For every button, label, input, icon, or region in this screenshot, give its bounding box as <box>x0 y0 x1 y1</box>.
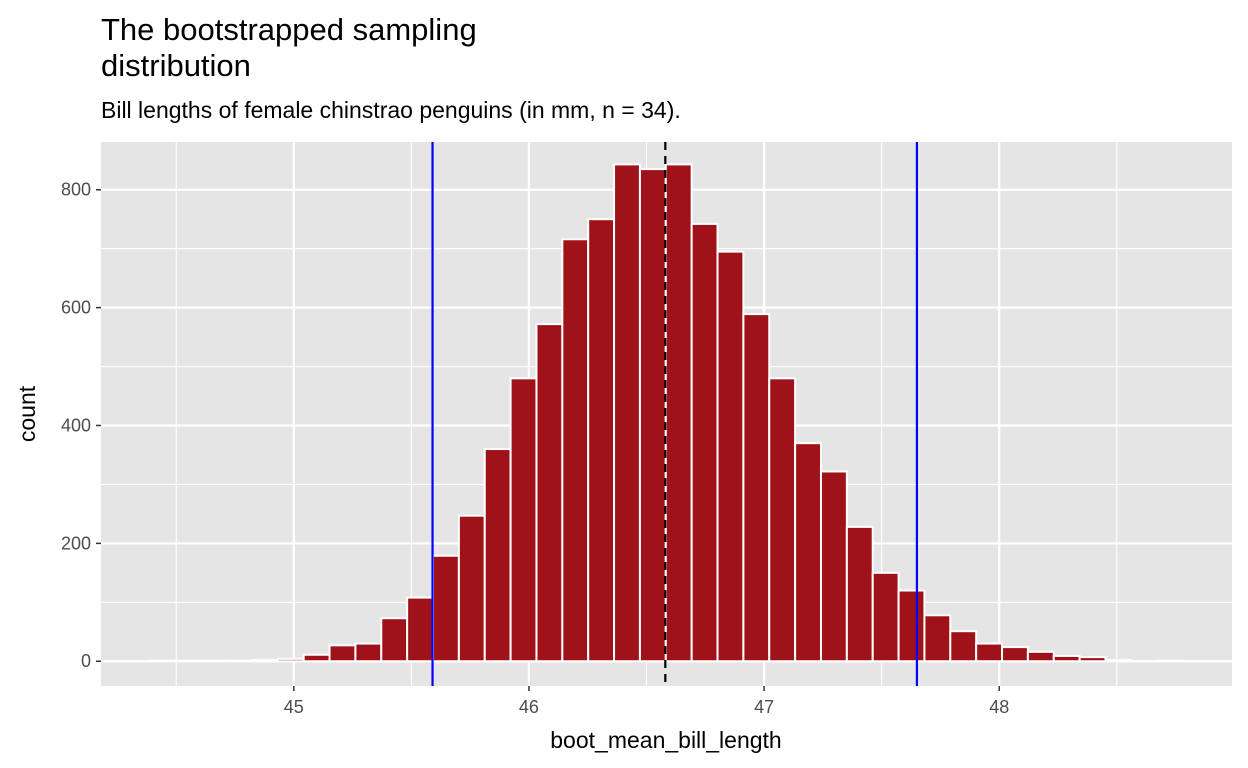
histogram-bar <box>302 653 331 663</box>
histogram-bar <box>768 377 797 663</box>
histogram-bar <box>897 589 926 663</box>
histogram-bar <box>354 642 383 663</box>
histogram-bar <box>716 250 745 663</box>
histogram-bar <box>535 323 564 663</box>
histogram-bar <box>613 163 641 663</box>
histogram-bar <box>225 659 253 663</box>
chart-subtitle: Bill lengths of female chinstrao penguin… <box>101 97 681 123</box>
x-axis-title: boot_mean_bill_length <box>550 727 781 753</box>
histogram-bar <box>742 313 771 663</box>
histogram-bar <box>509 377 538 663</box>
y-tick-label: 0 <box>81 651 91 671</box>
x-tick-label: 45 <box>284 697 304 717</box>
histogram-bar <box>199 659 228 663</box>
histogram-bar <box>250 659 279 663</box>
y-tick-label: 400 <box>61 415 91 435</box>
histogram-bar <box>328 644 357 663</box>
histogram-bar <box>871 571 900 663</box>
y-axis-ticks: 0 200 400 600 800 <box>61 180 101 671</box>
histogram-bar <box>457 514 486 663</box>
histogram-bar <box>1104 659 1133 663</box>
histogram-bar <box>561 238 590 663</box>
histogram-bar <box>975 642 1004 663</box>
histogram-bar <box>587 218 616 663</box>
histogram-bar <box>690 222 719 663</box>
bars <box>147 163 1185 663</box>
histogram-bar <box>923 614 952 663</box>
histogram-bar <box>949 630 978 663</box>
x-tick-label: 47 <box>754 697 774 717</box>
histogram-bar <box>483 448 512 663</box>
y-tick-label: 200 <box>61 533 91 553</box>
chart-title-line-2: distribution <box>101 48 251 83</box>
histogram-bar <box>638 168 667 663</box>
x-tick-label: 48 <box>989 697 1009 717</box>
histogram-bar <box>664 163 693 663</box>
y-tick-label: 600 <box>61 298 91 318</box>
x-axis-ticks: 45 46 47 48 <box>284 686 1009 717</box>
y-axis-title: count <box>14 385 40 442</box>
histogram-bar <box>432 554 460 663</box>
histogram-bar <box>173 659 202 663</box>
histogram-bar <box>380 617 409 663</box>
histogram-bar <box>406 596 435 663</box>
histogram-bar <box>845 525 874 663</box>
histogram-bar <box>1156 659 1185 663</box>
y-tick-label: 800 <box>61 180 91 200</box>
histogram-bar <box>1001 646 1029 663</box>
reference-lines <box>431 142 919 686</box>
histogram-bar <box>147 659 176 663</box>
histogram-bar <box>1078 656 1107 663</box>
x-tick-label: 46 <box>519 697 539 717</box>
histogram-bar <box>794 442 822 663</box>
histogram-bar <box>819 470 848 663</box>
histogram-bar <box>1026 650 1055 663</box>
histogram-bar <box>276 657 305 663</box>
chart-title-line-1: The bootstrapped sampling <box>101 12 477 47</box>
histogram-bar <box>1052 654 1081 663</box>
